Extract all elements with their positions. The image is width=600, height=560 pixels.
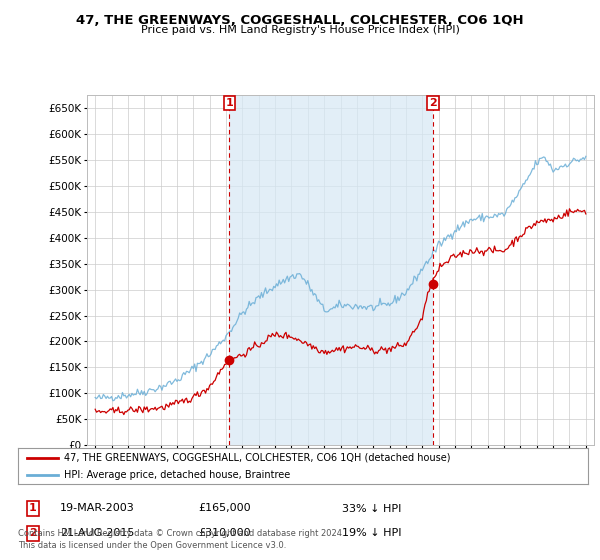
Text: 1: 1 (29, 503, 37, 514)
Text: 19-MAR-2003: 19-MAR-2003 (60, 503, 135, 514)
Text: 19% ↓ HPI: 19% ↓ HPI (342, 528, 401, 538)
Text: £310,000: £310,000 (198, 528, 251, 538)
Text: Contains HM Land Registry data © Crown copyright and database right 2024.
This d: Contains HM Land Registry data © Crown c… (18, 529, 344, 550)
Bar (229, 95, 433, 445)
Text: 2: 2 (29, 528, 37, 538)
Text: HPI: Average price, detached house, Braintree: HPI: Average price, detached house, Brai… (64, 470, 290, 479)
Text: Price paid vs. HM Land Registry's House Price Index (HPI): Price paid vs. HM Land Registry's House … (140, 25, 460, 35)
Text: 1: 1 (226, 98, 233, 108)
Text: 47, THE GREENWAYS, COGGESHALL, COLCHESTER, CO6 1QH: 47, THE GREENWAYS, COGGESHALL, COLCHESTE… (76, 14, 524, 27)
Text: 47, THE GREENWAYS, COGGESHALL, COLCHESTER, CO6 1QH (detached house): 47, THE GREENWAYS, COGGESHALL, COLCHESTE… (64, 453, 450, 463)
Text: 33% ↓ HPI: 33% ↓ HPI (342, 503, 401, 514)
Text: 21-AUG-2015: 21-AUG-2015 (60, 528, 134, 538)
Text: £165,000: £165,000 (198, 503, 251, 514)
Text: 2: 2 (429, 98, 437, 108)
